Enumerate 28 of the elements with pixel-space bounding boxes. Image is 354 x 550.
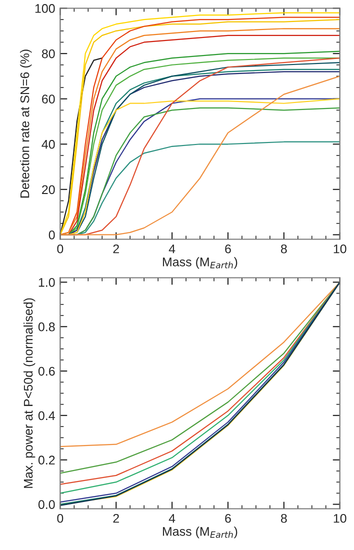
y-tick-label: 60 bbox=[42, 94, 55, 104]
y-tick-label: 100 bbox=[35, 4, 55, 13]
y-tick-label: 0.8 bbox=[38, 322, 55, 332]
x-tick-label: 10 bbox=[334, 244, 346, 254]
x-tick-label: 8 bbox=[280, 514, 287, 523]
y-tick-label: 0.0 bbox=[38, 500, 55, 509]
x-tick-label: 2 bbox=[113, 514, 119, 523]
y-axis-title: Detection rate at SN=6 (%) bbox=[20, 50, 32, 198]
y-tick-label: 0.2 bbox=[38, 456, 55, 465]
y-tick-label: 0.4 bbox=[38, 411, 55, 420]
x-tick-label: 4 bbox=[168, 244, 176, 254]
x-tick-label: 10 bbox=[334, 514, 346, 523]
y-tick-label: 40 bbox=[42, 140, 55, 149]
x-tick-label: 6 bbox=[225, 514, 231, 523]
y-tick-label: 1.0 bbox=[38, 278, 55, 287]
y-tick-label: 0 bbox=[48, 230, 55, 240]
x-axis-title: Mass (M$_{Earth}$) bbox=[162, 257, 238, 269]
x-tick-label: 0 bbox=[57, 514, 64, 523]
x-tick-label: 2 bbox=[113, 244, 119, 254]
y-tick-label: 0.6 bbox=[38, 366, 55, 376]
y-tick-label: 80 bbox=[42, 49, 55, 58]
x-tick-label: 4 bbox=[168, 514, 176, 523]
x-tick-label: 0 bbox=[57, 244, 64, 254]
x-tick-label: 8 bbox=[280, 244, 287, 254]
x-tick-label: 6 bbox=[225, 244, 231, 254]
x-axis-title: Mass (M$_{Earth}$) bbox=[162, 526, 238, 538]
y-tick-label: 20 bbox=[42, 185, 55, 194]
y-axis-title: Max. power at P<50d (normalised) bbox=[24, 298, 36, 488]
